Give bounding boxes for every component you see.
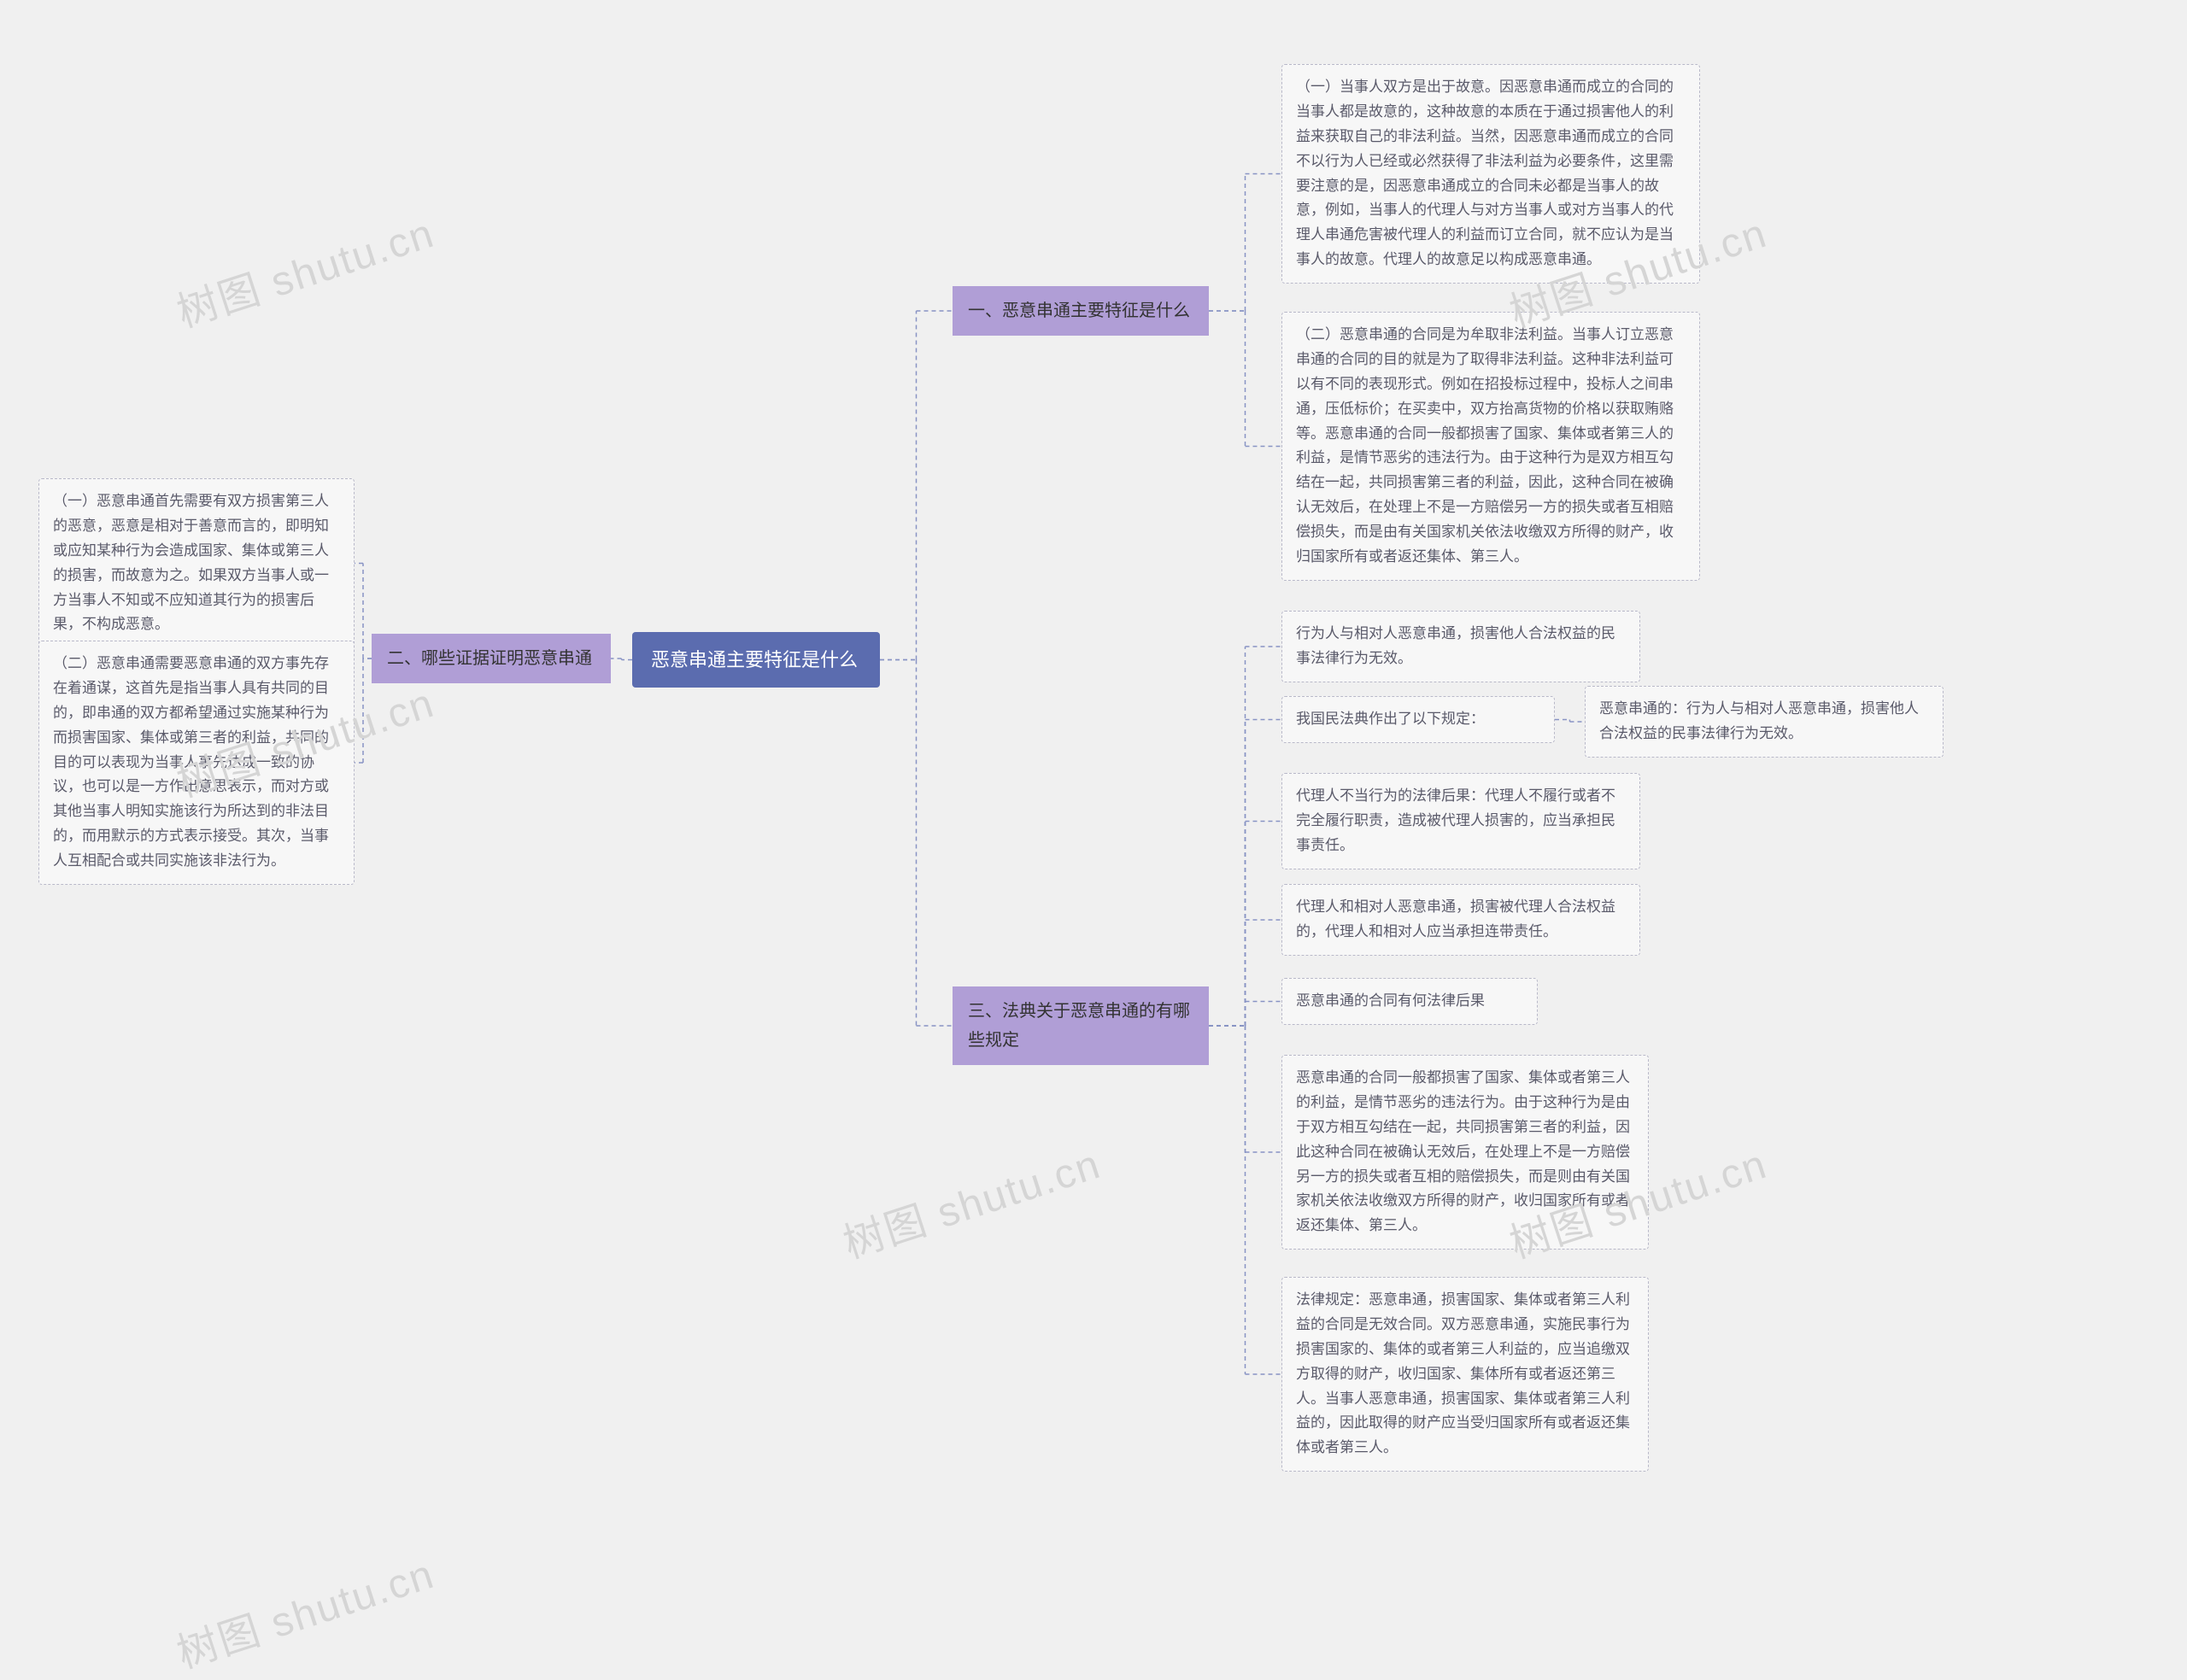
leaf-node-1-1[interactable]: （一）当事人双方是出于故意。因恶意串通而成立的合同的当事人都是故意的，这种故意的…	[1281, 64, 1700, 284]
leaf-node-2-2[interactable]: （二）恶意串通需要恶意串通的双方事先存在着通谋，这首先是指当事人具有共同的目的，…	[38, 641, 355, 885]
leaf-node-3-4[interactable]: 代理人和相对人恶意串通，损害被代理人合法权益的，代理人和相对人应当承担连带责任。	[1281, 884, 1640, 956]
branch-node-3[interactable]: 三、法典关于恶意串通的有哪些规定	[953, 986, 1209, 1065]
leaf-node-2-1[interactable]: （一）恶意串通首先需要有双方损害第三人的恶意，恶意是相对于善意而言的，即明知或应…	[38, 478, 355, 648]
leaf-node-3-2[interactable]: 我国民法典作出了以下规定：	[1281, 696, 1555, 743]
watermark-text: 树图 shutu.cn	[168, 1540, 441, 1679]
branch-node-1[interactable]: 一、恶意串通主要特征是什么	[953, 286, 1209, 336]
watermark-text: 树图 shutu.cn	[168, 199, 441, 338]
leaf-node-3-2-a[interactable]: 恶意串通的：行为人与相对人恶意串通，损害他人合法权益的民事法律行为无效。	[1585, 686, 1944, 758]
watermark-text: 树图 shutu.cn	[835, 1130, 1107, 1269]
leaf-node-3-3[interactable]: 代理人不当行为的法律后果：代理人不履行或者不完全履行职责，造成被代理人损害的，应…	[1281, 773, 1640, 869]
branch-node-2[interactable]: 二、哪些证据证明恶意串通	[372, 634, 611, 683]
mindmap-center-node[interactable]: 恶意串通主要特征是什么	[632, 632, 880, 688]
leaf-node-1-2[interactable]: （二）恶意串通的合同是为牟取非法利益。当事人订立恶意串通的合同的目的就是为了取得…	[1281, 312, 1700, 581]
leaf-node-3-7[interactable]: 法律规定：恶意串通，损害国家、集体或者第三人利益的合同是无效合同。双方恶意串通，…	[1281, 1277, 1649, 1472]
leaf-node-3-5[interactable]: 恶意串通的合同有何法律后果	[1281, 978, 1538, 1025]
leaf-node-3-6[interactable]: 恶意串通的合同一般都损害了国家、集体或者第三人的利益，是情节恶劣的违法行为。由于…	[1281, 1055, 1649, 1250]
leaf-node-3-1[interactable]: 行为人与相对人恶意串通，损害他人合法权益的民事法律行为无效。	[1281, 611, 1640, 682]
